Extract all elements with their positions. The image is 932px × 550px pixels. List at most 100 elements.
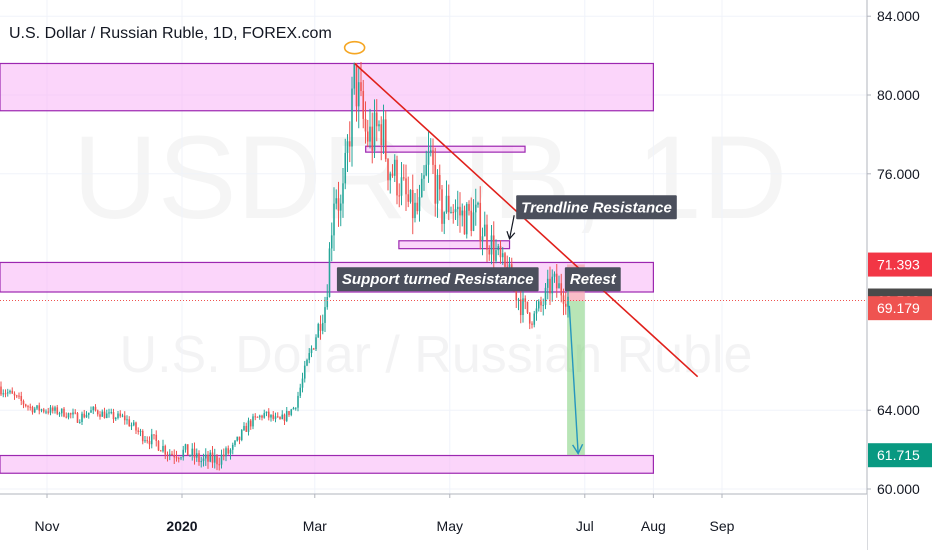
- lower-mid-zone: [398, 240, 511, 250]
- candle-body: [391, 173, 394, 176]
- candle-body: [85, 414, 88, 418]
- candle-body: [306, 359, 308, 366]
- candle-body: [184, 444, 187, 450]
- candle-body: [299, 387, 302, 396]
- candle-body: [393, 159, 396, 176]
- candle-body: [492, 235, 495, 261]
- candle-body: [495, 250, 497, 261]
- candle-body: [182, 449, 185, 458]
- candle-body: [87, 412, 90, 415]
- candle-body: [276, 416, 279, 418]
- candle-body: [256, 416, 259, 418]
- candle-body: [360, 82, 362, 92]
- candle-body: [465, 204, 468, 235]
- candle-body: [153, 434, 155, 436]
- candle-body: [405, 178, 407, 195]
- candle-body: [195, 453, 198, 458]
- candle-body: [191, 448, 194, 456]
- candle-body: [4, 393, 7, 395]
- price-tick-label: 84.000: [877, 8, 920, 24]
- candle-body: [81, 413, 83, 423]
- candle-body: [240, 430, 243, 441]
- candle-body: [11, 390, 14, 394]
- candle-body: [272, 414, 275, 419]
- candle-body: [472, 212, 475, 231]
- candle-body: [74, 412, 77, 414]
- candle-body: [337, 198, 340, 211]
- candle-body: [477, 202, 479, 205]
- candle-body: [15, 395, 18, 397]
- candle-body: [249, 420, 252, 427]
- time-axis[interactable]: Nov 2020 Mar May Jul Aug Sep: [0, 493, 867, 550]
- price-axis[interactable]: 60.00064.00076.00080.00084.00071.39369.5…: [866, 0, 932, 550]
- candle-body: [452, 211, 455, 213]
- candle-body: [166, 454, 169, 456]
- symbol-watermark: USDRUB, 1D: [73, 112, 788, 244]
- candle-body: [252, 416, 254, 427]
- candle-body: [285, 411, 288, 421]
- candle-body: [47, 411, 50, 413]
- candle-body: [238, 436, 241, 441]
- candle-body: [9, 390, 11, 393]
- candle-body: [418, 197, 421, 212]
- candle-body: [218, 464, 221, 466]
- candle-body: [243, 425, 245, 431]
- candle-body: [222, 454, 225, 457]
- candle-body: [531, 323, 533, 325]
- candle-body: [49, 407, 52, 413]
- candle-body: [69, 413, 72, 415]
- candle-body: [342, 183, 344, 204]
- price-badge: [868, 252, 932, 277]
- candle-body: [90, 410, 92, 413]
- candle-body: [103, 411, 106, 419]
- annotation-arrow: [508, 215, 515, 239]
- candle-body: [312, 348, 315, 350]
- candle-body: [139, 430, 142, 432]
- candle-body: [164, 445, 167, 455]
- candle-body: [168, 453, 171, 455]
- candle-body: [290, 409, 293, 415]
- candle-body: [351, 88, 353, 147]
- candle-body: [78, 422, 81, 424]
- candle-body: [357, 82, 360, 107]
- candle-body: [209, 452, 212, 462]
- candle-body: [429, 150, 432, 152]
- price-badge: [868, 443, 932, 468]
- candle-body: [481, 236, 484, 242]
- candle-body: [42, 409, 45, 412]
- candle-body: [114, 417, 117, 420]
- candle-body: [362, 91, 365, 119]
- candle-body: [54, 407, 56, 411]
- candle-body: [213, 455, 216, 463]
- candle-body: [483, 224, 486, 237]
- candle-body: [450, 211, 452, 213]
- candle-body: [171, 453, 173, 455]
- price-badge-label: 61.715: [877, 447, 920, 463]
- candle-body: [560, 283, 563, 296]
- candle-body: [216, 455, 218, 465]
- name-watermark: U.S. Dollar / Russian Ruble: [120, 326, 753, 384]
- candle-body: [346, 141, 349, 153]
- candle-body: [409, 189, 412, 202]
- candle-body: [198, 453, 200, 463]
- candle-body: [83, 413, 86, 418]
- candle-body: [220, 454, 223, 465]
- candle-body: [562, 295, 565, 304]
- candle-body: [333, 203, 335, 236]
- price-tick-label: 80.000: [877, 87, 920, 103]
- candle-body: [51, 407, 54, 411]
- candle-body: [227, 448, 230, 454]
- candle-body: [292, 407, 295, 410]
- candle-body: [564, 303, 567, 307]
- candle-body: [96, 410, 99, 415]
- time-tick-label: 2020: [166, 518, 197, 534]
- candle-body: [423, 175, 425, 179]
- candle-body: [375, 112, 378, 127]
- candle-body: [335, 198, 338, 204]
- candle-body: [207, 454, 209, 462]
- candle-body: [173, 454, 176, 458]
- candle-body: [537, 301, 540, 309]
- candle-body: [6, 392, 9, 394]
- candle-body: [33, 408, 36, 413]
